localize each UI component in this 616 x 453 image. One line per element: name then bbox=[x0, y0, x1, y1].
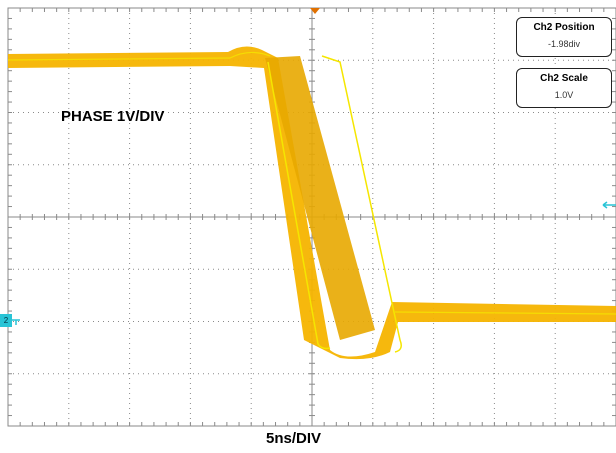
trigger-position-marker bbox=[310, 8, 320, 14]
timebase-label: 5ns/DIV bbox=[266, 430, 322, 447]
graticule bbox=[7, 7, 616, 427]
screen-markers bbox=[12, 8, 616, 325]
waveform-core bbox=[265, 56, 375, 340]
trigger-level-marker bbox=[602, 201, 616, 209]
waveform-envelope bbox=[8, 46, 616, 360]
ch2-scale-value: 1.0V bbox=[554, 90, 574, 100]
ch2-position-title: Ch2 Position bbox=[533, 22, 595, 33]
waveform-high-level bbox=[7, 51, 271, 61]
ch2-position-value: -1.98div bbox=[547, 39, 581, 49]
oscilloscope-screen bbox=[7, 7, 616, 427]
ch2-ground-marker: 2 bbox=[0, 314, 12, 327]
ch2-scale-title: Ch2 Scale bbox=[540, 73, 588, 84]
ch2-scale-box: Ch2 Scale 1.0V bbox=[516, 68, 612, 108]
waveform-edge-right bbox=[321, 55, 402, 353]
waveform-edge-left bbox=[267, 61, 331, 350]
phase-waveform bbox=[7, 46, 616, 360]
ch2-ground-tick bbox=[12, 319, 20, 325]
ch2-position-box: Ch2 Position -1.98div bbox=[516, 17, 612, 57]
waveform-low-level bbox=[394, 311, 616, 315]
channel-scale-label: PHASE 1V/DIV bbox=[61, 108, 165, 125]
